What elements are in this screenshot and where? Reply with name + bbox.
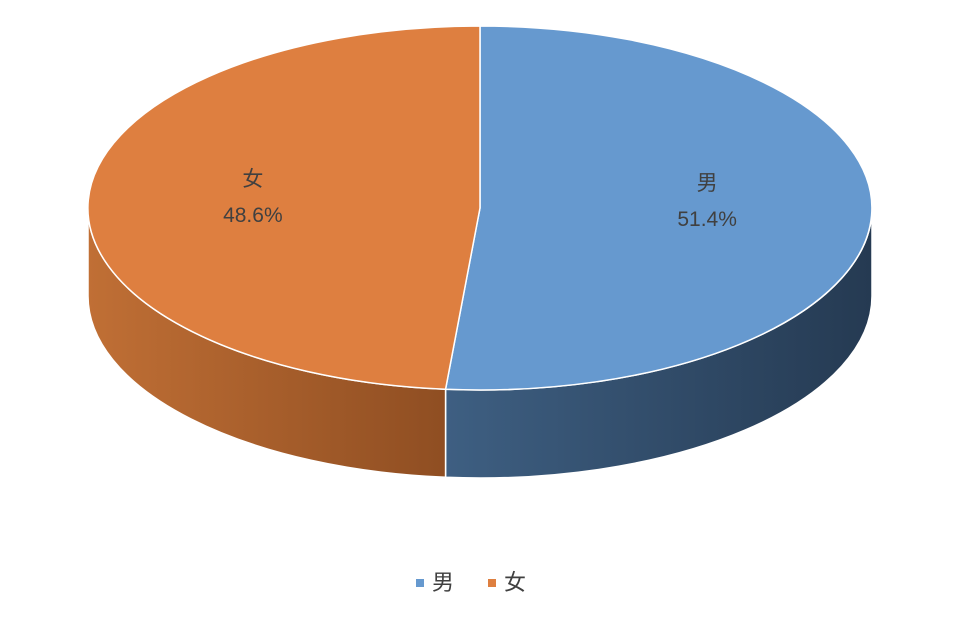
pie-slice-1 (87, 25, 481, 391)
pie-labels: 男 51.4% 女 48.6% (223, 168, 737, 231)
legend-label-1: 女 (504, 570, 526, 595)
slice-value-label: 51.4% (677, 208, 737, 231)
legend: 男女 (416, 570, 526, 595)
legend-label-0: 男 (432, 570, 454, 595)
slice-value-label: 48.6% (223, 204, 283, 227)
legend-swatch-1 (488, 579, 496, 587)
pie-slice-0 (444, 25, 873, 391)
slice-category-label: 男 (697, 172, 718, 195)
slice-category-label: 女 (242, 168, 263, 191)
pie-tops (87, 25, 873, 391)
legend-swatch-0 (416, 579, 424, 587)
